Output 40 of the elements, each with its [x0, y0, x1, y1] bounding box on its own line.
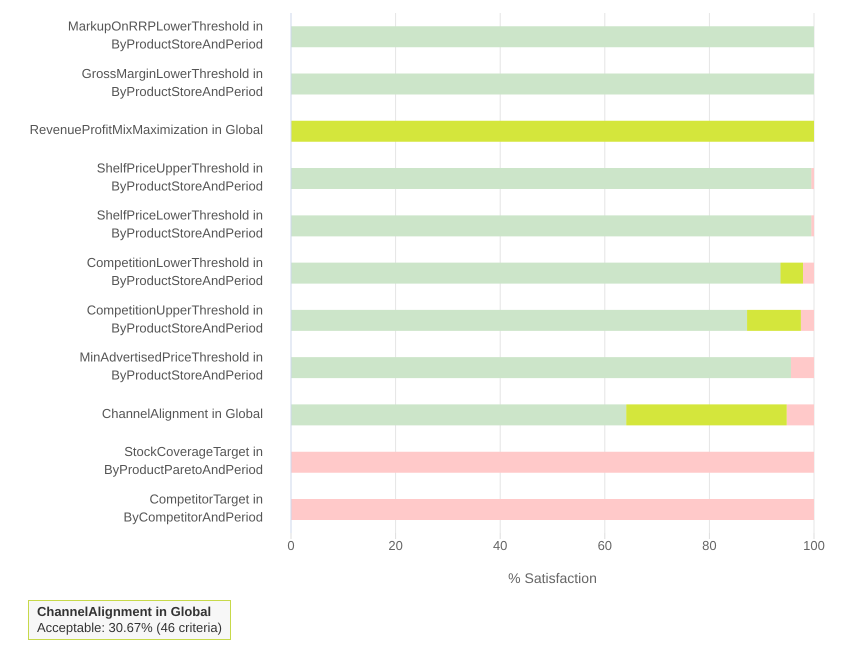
- bar: [291, 120, 814, 142]
- bar: [291, 74, 814, 95]
- x-tick-label: 0: [287, 538, 295, 554]
- bar: [291, 215, 812, 236]
- y-tick-label: ShelfPriceLowerThreshold in ByProductStoreAndPeriod: [96, 208, 263, 242]
- y-tick-label: CompetitionUpperThreshold in ByProductStoreAndPeriod: [86, 302, 263, 336]
- bar: [790, 357, 814, 378]
- y-tick-label: CompetitorTarget in ByCompetitorAndPeriod: [124, 492, 263, 525]
- bar: [291, 310, 748, 331]
- bar: [800, 310, 814, 331]
- y-tick-label: GrossMarginLowerThreshold in ByProductStoreAndPeriod: [82, 66, 263, 100]
- x-tick-label: 100: [803, 538, 825, 554]
- bar: [626, 404, 787, 426]
- bar: [803, 262, 814, 284]
- bar: [291, 357, 791, 378]
- y-tick-label: StockCoverageTarget in ByProductParetoAndPeriod: [104, 444, 263, 478]
- bar: [747, 310, 801, 331]
- text: Acceptable: 30.67% (46 criteria): [37, 620, 222, 636]
- bar: [291, 404, 626, 426]
- y-tick-label: CompetitionLowerThreshold in ByProductStoreAndPeriod: [86, 255, 263, 288]
- bar: [291, 262, 781, 284]
- bar: [291, 452, 814, 473]
- bar: [811, 215, 814, 236]
- y-tick-label: MarkupOnRRPLowerThreshold in ByProductStoreAndPeriod: [68, 19, 263, 52]
- bar: [291, 498, 814, 520]
- x-tick-label: 40: [492, 538, 508, 554]
- y-tick-label: ChannelAlignment in Global: [102, 406, 264, 422]
- x-axis-title: % Satisfaction: [508, 570, 597, 586]
- bar: [291, 168, 812, 190]
- bar: [291, 26, 814, 48]
- x-tick-label: 20: [388, 538, 403, 554]
- x-tick-label: 60: [598, 538, 612, 554]
- y-tick-label: ShelfPriceUpperThreshold in ByProductStoreAndPeriod: [96, 160, 263, 194]
- text: ChannelAlignment in Global: [37, 604, 212, 620]
- x-tick-label: 80: [702, 538, 717, 554]
- y-tick-label: RevenueProfitMixMaximization in Global: [30, 122, 264, 138]
- bar: [811, 168, 814, 190]
- y-tick-label: MinAdvertisedPriceThreshold in ByProductStoreAndPeriod: [79, 350, 263, 383]
- bar: [786, 404, 814, 426]
- bar: [780, 262, 804, 284]
